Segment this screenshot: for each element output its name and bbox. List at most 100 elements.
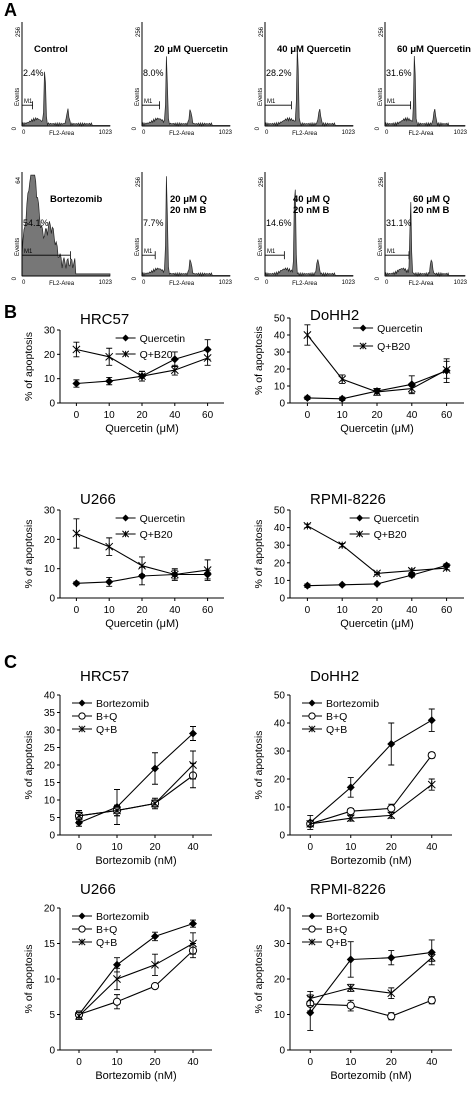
y-tick-label: 50: [274, 314, 286, 325]
series-b-q: B+Q: [302, 924, 436, 1021]
gate-percent: 8.0%: [143, 68, 164, 78]
x-zero-tick: 0: [385, 130, 389, 136]
y-tick-label: 15: [44, 778, 56, 789]
y-tick-label: 20: [274, 775, 286, 786]
y-tick-label: 35: [44, 708, 56, 719]
y-zero-tick: 0: [255, 126, 261, 130]
legend-label: Q+B: [326, 937, 347, 949]
data-point: [308, 712, 316, 720]
data-point: [72, 345, 81, 354]
data-point: [427, 751, 436, 760]
data-point: [138, 572, 146, 580]
data-point: [338, 580, 347, 589]
data-point: [189, 761, 197, 769]
y-tick-label: 5: [49, 1010, 55, 1021]
data-point: [373, 569, 381, 578]
y-max-tick: 256: [379, 176, 385, 187]
x-tick-label: 0: [305, 410, 311, 421]
x-axis-label: FL2-Area: [408, 281, 434, 287]
data-point: [112, 997, 122, 1006]
condition-label: 20 nM B: [413, 205, 450, 216]
x-tick-label: 10: [337, 605, 349, 616]
line-chart-u266: 0 5 10 15 20 0 10 20 40 Bortezomib (nM) % of apopt…: [23, 881, 212, 1082]
chart-title: U266: [80, 491, 116, 508]
y-tick-label: 40: [274, 331, 286, 342]
chart-title: U266: [80, 881, 116, 898]
x-zero-tick: 0: [22, 130, 26, 136]
data-point: [72, 379, 81, 388]
x-zero-tick: 0: [265, 280, 269, 286]
condition-label: Bortezomib: [50, 194, 102, 205]
data-point: [407, 566, 416, 575]
data-point: [308, 725, 316, 733]
data-point: [346, 983, 355, 992]
condition-label: 60 μM Q: [413, 194, 450, 205]
gate-label: M1: [387, 249, 396, 255]
y-axis-label: % of apoptosis: [253, 520, 265, 589]
x-tick-label: 10: [111, 1057, 123, 1068]
data-point: [151, 799, 159, 808]
data-point: [387, 1012, 396, 1021]
x-tick-label: 20: [371, 410, 383, 421]
data-point: [387, 989, 396, 998]
data-point: [78, 912, 86, 920]
series-q-b20: Q+B20: [72, 341, 212, 382]
x-tick-label: 10: [104, 605, 116, 616]
legend-label: Q+B: [326, 724, 347, 736]
x-tick-label: 10: [345, 842, 357, 853]
condition-label: Control: [34, 44, 68, 55]
legend-label: B+Q: [326, 924, 347, 936]
series-b-q: B+Q: [72, 711, 198, 822]
data-point: [387, 811, 396, 820]
legend-label: Q+B20: [374, 529, 407, 541]
line-chart-dohh2: 0 10 20 30 40 50 0 10 20 40 60 Quercetin (μM) % of a…: [253, 307, 464, 435]
x-tick-label: 40: [187, 842, 199, 853]
gate-percent: 7.7%: [143, 218, 164, 228]
data-point: [203, 345, 212, 354]
gate-percent: 2.4%: [23, 68, 44, 78]
data-point: [122, 514, 130, 522]
y-max-tick: 256: [136, 176, 142, 187]
y-axis-label: Events: [15, 88, 21, 106]
flow-histogram-panel: 256 0 Events 0 FL2-Area 1023 M1 14.6% 40 μM Q20 …: [255, 172, 356, 287]
data-point: [356, 530, 364, 538]
legend-label: B+Q: [326, 711, 347, 723]
y-max-tick: 256: [259, 176, 265, 187]
y-tick-label: 30: [274, 348, 286, 359]
x-zero-tick: 0: [265, 130, 269, 136]
data-point: [150, 982, 160, 991]
y-tick-label: 20: [44, 350, 56, 361]
y-tick-label: 40: [274, 719, 286, 730]
data-point: [346, 807, 355, 816]
y-axis-label: % of apoptosis: [253, 326, 265, 395]
flow-cytometry-panels: 256 0 Events 0 FL2-Area 1023 M1 2.4% Control 256 0…: [12, 22, 471, 287]
data-point: [189, 939, 197, 948]
y-axis-label: Events: [135, 88, 141, 106]
gate-label: M1: [267, 99, 276, 105]
y-tick-label: 0: [279, 594, 285, 605]
y-zero-tick: 0: [132, 126, 138, 130]
flow-histogram-panel: 256 0 Events 0 FL2-Area 1023 M1 31.6% 60 μM Quer…: [375, 22, 471, 137]
series-q-b: Q+B: [302, 937, 436, 1007]
data-point: [72, 579, 81, 588]
series-q-b20: Q+B20: [303, 521, 451, 578]
x-axis-label: FL2-Area: [49, 281, 75, 287]
x-tick-label: 20: [149, 1057, 161, 1068]
data-point: [138, 372, 146, 381]
x-axis-label: FL2-Area: [292, 131, 318, 137]
data-point: [78, 925, 86, 933]
data-point: [338, 394, 347, 403]
legend-label: B+Q: [96, 711, 117, 723]
data-point: [75, 811, 83, 820]
data-point: [306, 994, 315, 1003]
y-axis-label: Events: [258, 238, 264, 256]
x-max-tick: 1023: [99, 130, 113, 136]
y-zero-tick: 0: [375, 276, 381, 280]
histogram-area: [21, 71, 111, 128]
condition-label: 20 nM B: [293, 205, 330, 216]
data-point: [151, 932, 159, 941]
x-zero-tick: 0: [142, 280, 146, 286]
x-tick-label: 40: [169, 605, 181, 616]
data-point: [303, 521, 312, 530]
histogram-area: [141, 56, 231, 128]
